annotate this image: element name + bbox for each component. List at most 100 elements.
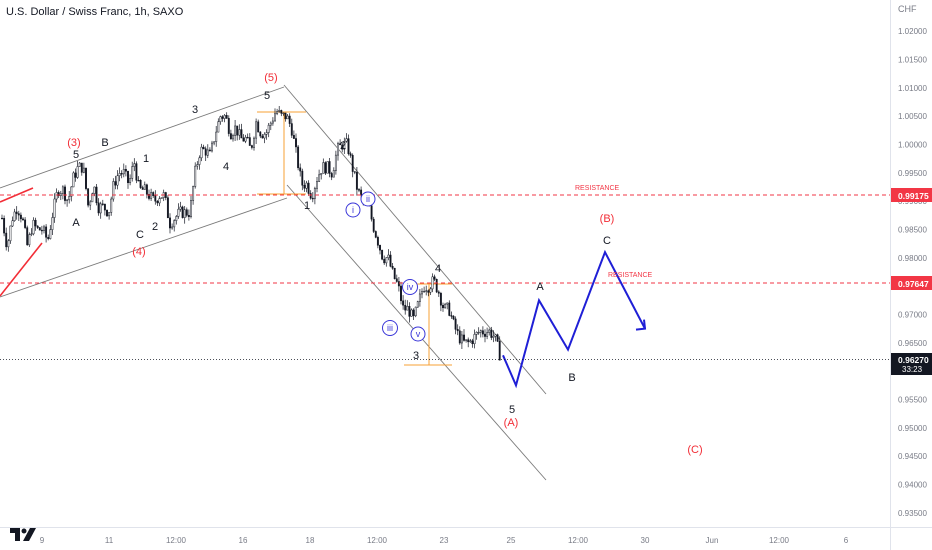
y-tick-label: 1.01000 — [898, 84, 927, 93]
lower-channel-line — [0, 197, 288, 298]
candle — [452, 315, 455, 321]
candle — [429, 286, 432, 296]
candle — [311, 192, 314, 203]
candle — [442, 302, 444, 312]
circled-ii — [360, 191, 376, 207]
down-channel-upper — [283, 84, 547, 395]
candle — [70, 186, 73, 202]
candle — [408, 302, 411, 323]
candle — [82, 162, 85, 174]
wave-label: 4 — [435, 263, 441, 275]
circled-label: ii — [366, 194, 370, 204]
candle — [221, 115, 224, 122]
candle — [15, 206, 18, 220]
candle — [24, 217, 27, 230]
wave-label: 3 — [192, 104, 198, 116]
wave-label: 3 — [413, 350, 419, 362]
candle — [101, 199, 104, 206]
candle — [133, 158, 136, 172]
candle — [303, 180, 306, 192]
wave-label: 5 — [264, 90, 270, 102]
candle — [400, 281, 402, 305]
candle — [269, 121, 272, 131]
candle — [192, 185, 195, 205]
candle — [463, 329, 465, 342]
candle — [437, 290, 440, 297]
candle — [240, 123, 243, 139]
candle — [288, 113, 291, 127]
candle — [206, 144, 209, 159]
y-tick-label: 0.98000 — [898, 254, 927, 263]
candle — [307, 180, 310, 196]
candle — [347, 134, 350, 156]
candle — [259, 131, 262, 139]
circled-label: iv — [407, 282, 414, 292]
y-tick-label: 1.00000 — [898, 141, 927, 150]
candle — [458, 326, 461, 345]
candle — [374, 230, 377, 239]
candle — [475, 331, 478, 340]
candle — [99, 201, 102, 219]
candle — [7, 239, 10, 252]
candle — [139, 179, 142, 189]
candle — [427, 289, 430, 297]
y-tick-label: 0.95500 — [898, 396, 927, 405]
candle — [137, 176, 140, 182]
candle — [320, 173, 323, 180]
candle — [166, 195, 169, 219]
wave-label: 5 — [509, 404, 515, 416]
candle — [208, 147, 211, 152]
currency-label: CHF — [898, 4, 917, 14]
candle — [406, 300, 409, 311]
candle — [129, 174, 132, 186]
candle — [295, 133, 297, 153]
y-tick-label: 0.95000 — [898, 424, 927, 433]
candle — [263, 132, 266, 144]
candle — [91, 192, 94, 203]
x-axis-ticks: 9 11 12:00 16 18 12:00 23 25 12:00 30 Jun 12:00 6 — [40, 536, 849, 545]
candle — [1, 214, 3, 220]
x-tick-label: 12:00 — [166, 536, 187, 545]
candle — [242, 134, 245, 142]
candle — [326, 161, 329, 174]
candle — [95, 184, 98, 206]
candle — [32, 217, 35, 236]
candle — [402, 295, 405, 310]
candle — [372, 216, 375, 234]
candle — [131, 161, 134, 182]
x-tick-label: 23 — [440, 536, 449, 545]
candle — [11, 216, 14, 227]
candle — [122, 163, 125, 178]
candle — [349, 151, 352, 158]
y-tick-label: 1.00500 — [898, 112, 927, 121]
candle — [200, 143, 203, 162]
candle — [433, 274, 436, 282]
candle — [160, 197, 163, 199]
candle — [351, 153, 354, 178]
x-tick-label: 9 — [40, 536, 45, 545]
candle — [72, 171, 75, 188]
candle — [446, 302, 449, 310]
candle — [26, 225, 29, 246]
candle — [280, 109, 283, 117]
candle — [334, 150, 337, 175]
wave-labels-circled: i ii iii iv v — [345, 191, 426, 342]
y-tick-label: 1.02000 — [898, 27, 927, 36]
candle — [494, 334, 497, 342]
candle — [477, 327, 480, 335]
candle — [223, 113, 226, 123]
resistance-badge-2 — [891, 276, 932, 290]
resistance-badge-1-text: 0.99175 — [898, 191, 929, 201]
candle — [274, 108, 276, 122]
candle — [74, 168, 77, 182]
candle — [261, 133, 264, 139]
candle — [337, 141, 339, 161]
candle — [152, 191, 155, 198]
candle — [439, 291, 442, 312]
candle — [282, 112, 285, 116]
circled-i — [345, 202, 361, 218]
candle — [120, 170, 123, 179]
wave-label: B — [568, 372, 575, 384]
